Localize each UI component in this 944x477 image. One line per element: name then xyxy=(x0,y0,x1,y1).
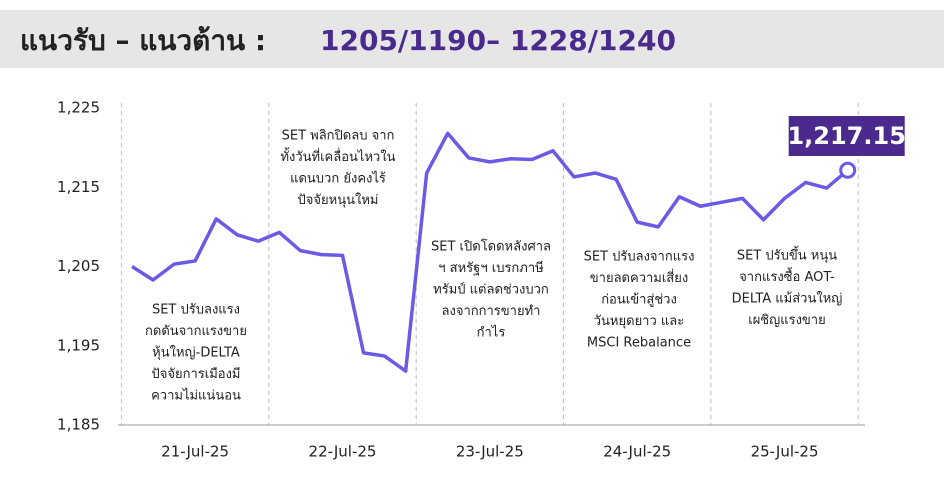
annotation: ลงจากการขายทำ xyxy=(442,304,541,319)
series-line xyxy=(131,131,849,373)
x-tick-label: 23-Jul-25 xyxy=(456,443,524,461)
annotation: ขายลดความเสี่ยง xyxy=(590,269,688,286)
annotation: จากแรงซื้อ AOT- xyxy=(739,267,835,285)
y-tick-label: 1,195 xyxy=(57,336,100,354)
value-label: 1,217.15 xyxy=(787,122,905,150)
annotation: เผชิญแรงขาย xyxy=(748,313,825,328)
annotation: MSCI Rebalance xyxy=(587,336,691,351)
x-tick-label: 25-Jul-25 xyxy=(751,443,819,461)
value-label-box xyxy=(788,116,905,156)
annotation: SET เปิดโดดหลังศาล xyxy=(431,239,551,255)
annotation: ปัจจัยการเมืองมี xyxy=(152,366,241,382)
y-tick-label: 1,185 xyxy=(57,416,100,434)
annotation: SET พลิกปิดลบ จาก xyxy=(282,129,395,144)
header-band xyxy=(0,10,944,68)
x-tick-label: 21-Jul-25 xyxy=(161,443,229,461)
chart-subtitle: 1205/1190– 1228/1240 xyxy=(320,24,676,57)
annotation: แดนบวก ยังคงไร้ xyxy=(290,171,386,187)
x-tick-label: 22-Jul-25 xyxy=(309,443,377,461)
annotation: กำไร xyxy=(477,325,506,341)
annotation: SET ปรับลงแรง xyxy=(152,303,240,318)
y-tick-label: 1,225 xyxy=(57,99,100,117)
annotation: ปัจจัยหนุนใหม่ xyxy=(298,192,379,208)
annotation: ความไม่แน่นอน xyxy=(151,388,241,404)
annotation: กดดันจากแรงขาย xyxy=(145,324,247,339)
annotation: SET ปรับขึ้น หนุน xyxy=(737,246,837,264)
annotation: ทรัมป์ แต่ลดช่วงบวก xyxy=(433,282,549,298)
chart-title: แนวรับ – แนวต้าน : xyxy=(20,24,266,57)
annotation: ฯ สหรัฐฯ เบรกภาษี xyxy=(438,260,544,276)
y-tick-label: 1,215 xyxy=(57,178,100,196)
annotation: หุ้นใหญ่-DELTA xyxy=(152,345,240,361)
annotation: DELTA แม้ส่วนใหญ่ xyxy=(732,291,843,307)
annotation: วันหยุดยาว และ xyxy=(594,314,685,329)
annotation: SET ปรับลงจากแรง xyxy=(584,250,695,265)
annotation: ก่อนเข้าสู่ช่วง xyxy=(601,293,677,308)
y-tick-label: 1,205 xyxy=(57,257,100,275)
annotation: ทั้งวันที่เคลื่อนไหวใน xyxy=(280,147,395,165)
x-tick-label: 24-Jul-25 xyxy=(603,443,671,461)
last-point xyxy=(839,161,857,179)
